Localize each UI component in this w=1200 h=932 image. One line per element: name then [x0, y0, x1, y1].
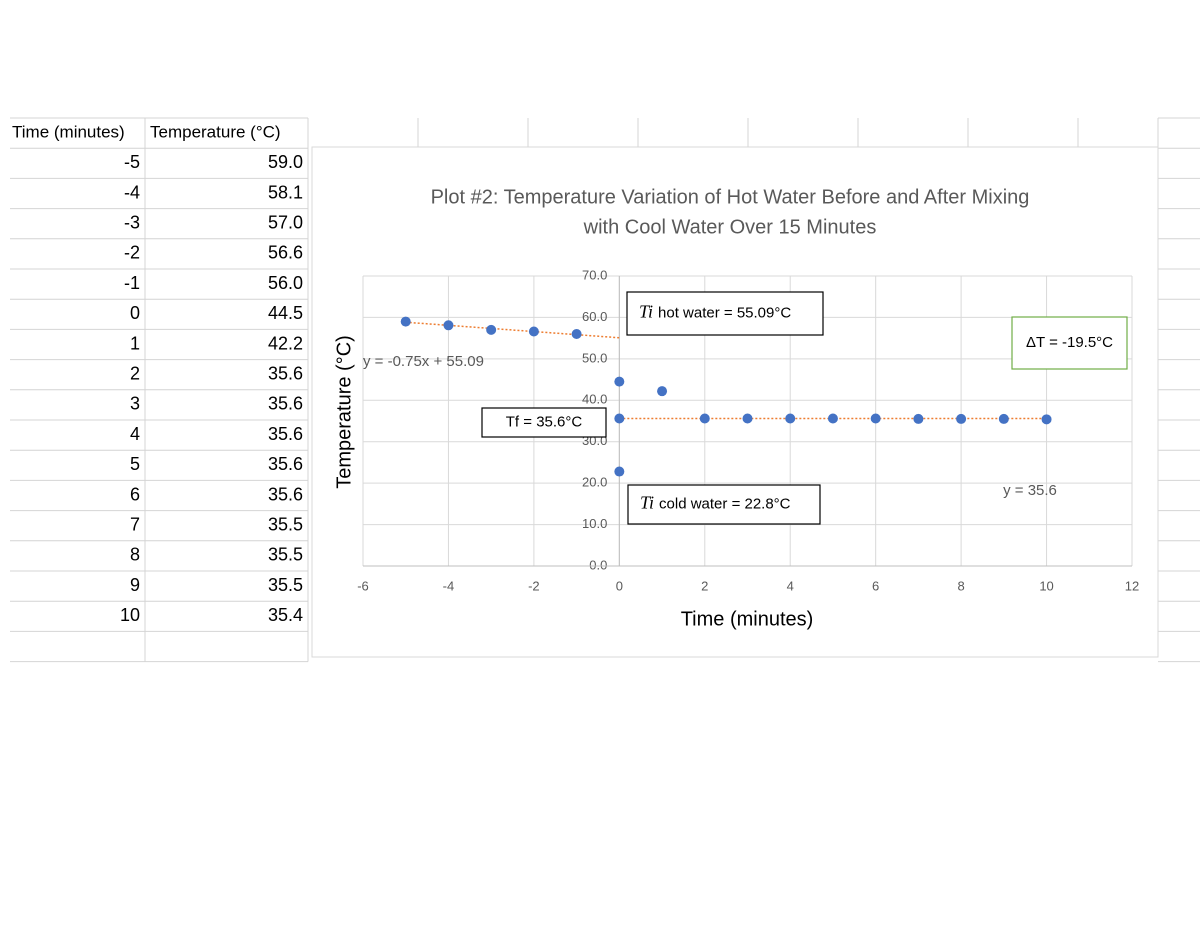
annotation-box — [481, 407, 607, 438]
table-cell: 3 — [130, 394, 140, 414]
x-tick-label: 8 — [957, 578, 964, 593]
table-cell: 56.0 — [268, 273, 303, 293]
table-cell: 5 — [130, 454, 140, 474]
table-cell: 35.6 — [268, 394, 303, 414]
table-cell: -5 — [124, 152, 140, 172]
table-cell: 10 — [120, 605, 140, 625]
y-tick-label: 10.0 — [582, 516, 607, 531]
x-tick-label: 12 — [1125, 578, 1139, 593]
table-cell: 1 — [130, 333, 140, 353]
table-cell: 35.5 — [268, 575, 303, 595]
table-cell: 2 — [130, 363, 140, 383]
annotation-box — [1011, 316, 1128, 370]
table-cell: 59.0 — [268, 152, 303, 172]
annotation: Ti hot water = 55.09°C — [639, 302, 791, 322]
trendline-label: y = -0.75x + 55.09 — [363, 353, 484, 370]
y-tick-label: 70.0 — [582, 267, 607, 282]
table-cell: 35.5 — [268, 514, 303, 534]
annotation-box — [627, 484, 821, 525]
data-point — [699, 413, 710, 424]
x-tick-label: 2 — [701, 578, 708, 593]
y-tick-label: 60.0 — [582, 309, 607, 324]
data-point — [913, 413, 924, 424]
table-cell: 44.5 — [268, 303, 303, 323]
table-cell: 8 — [130, 545, 140, 565]
table-cell: 9 — [130, 575, 140, 595]
chart-title: Plot #2: Temperature Variation of Hot Wa… — [431, 186, 1030, 208]
annotation-text: cold water = 22.8°C — [659, 495, 791, 512]
y-tick-label: 0.0 — [589, 557, 607, 572]
annotation-text: ΔT = -19.5°C — [1026, 334, 1113, 351]
table-cell: -3 — [124, 212, 140, 232]
data-point — [998, 413, 1009, 424]
annotation-text: hot water = 55.09°C — [658, 304, 791, 321]
chart-area — [311, 146, 1159, 658]
y-tick-label: 50.0 — [582, 350, 607, 365]
x-tick-label: -4 — [443, 578, 455, 593]
x-tick-label: 4 — [787, 578, 794, 593]
table-cell: 42.2 — [268, 333, 303, 353]
data-point — [956, 413, 967, 424]
table-cell: 35.4 — [268, 605, 303, 625]
data-point — [785, 413, 796, 424]
table-cell: 6 — [130, 484, 140, 504]
annotation: Ti cold water = 22.8°C — [640, 493, 791, 513]
table-cell: 56.6 — [268, 243, 303, 263]
annotation-box — [626, 291, 824, 336]
annotation: ΔT = -19.5°C — [1026, 334, 1113, 351]
table-cell: 35.6 — [268, 484, 303, 504]
column-header: Temperature (°C) — [150, 123, 281, 142]
x-axis-label: Time (minutes) — [681, 608, 814, 630]
table-cell: 35.5 — [268, 545, 303, 565]
table-cell: -1 — [124, 273, 140, 293]
annotation-text: Tf = 35.6°C — [506, 413, 583, 430]
table-cell: 35.6 — [268, 424, 303, 444]
data-point — [400, 316, 411, 327]
x-tick-label: -6 — [357, 578, 369, 593]
x-tick-label: -2 — [528, 578, 540, 593]
data-point — [827, 413, 838, 424]
annotation-symbol: Ti — [640, 493, 654, 513]
table-cell: -4 — [124, 182, 140, 202]
table-cell: 35.6 — [268, 363, 303, 383]
data-point — [1041, 414, 1052, 425]
data-point — [443, 320, 454, 331]
y-tick-label: 20.0 — [582, 475, 607, 490]
data-point — [614, 466, 625, 477]
y-axis-label: Temperature (°C) — [333, 335, 355, 489]
annotation: Tf = 35.6°C — [506, 413, 583, 430]
x-tick-label: 10 — [1039, 578, 1053, 593]
data-point — [528, 326, 539, 337]
table-cell: -2 — [124, 243, 140, 263]
annotation-symbol: Ti — [639, 302, 653, 322]
x-tick-label: 6 — [872, 578, 879, 593]
table-cell: 57.0 — [268, 212, 303, 232]
x-tick-label: 0 — [616, 578, 623, 593]
table-cell: 58.1 — [268, 182, 303, 202]
data-point — [614, 413, 625, 424]
table-cell: 7 — [130, 514, 140, 534]
table-cell: 35.6 — [268, 454, 303, 474]
data-point — [571, 329, 582, 339]
data-point — [486, 324, 497, 335]
data-point — [870, 413, 881, 424]
y-tick-label: 40.0 — [582, 392, 607, 407]
data-point — [657, 386, 668, 397]
column-header: Time (minutes) — [12, 123, 125, 142]
chart-subtitle: with Cool Water Over 15 Minutes — [583, 216, 877, 238]
table-cell: 4 — [130, 424, 140, 444]
table-cell: 0 — [130, 303, 140, 323]
data-point — [614, 376, 625, 387]
data-point — [742, 413, 753, 424]
trendline-label: y = 35.6 — [1003, 482, 1057, 499]
